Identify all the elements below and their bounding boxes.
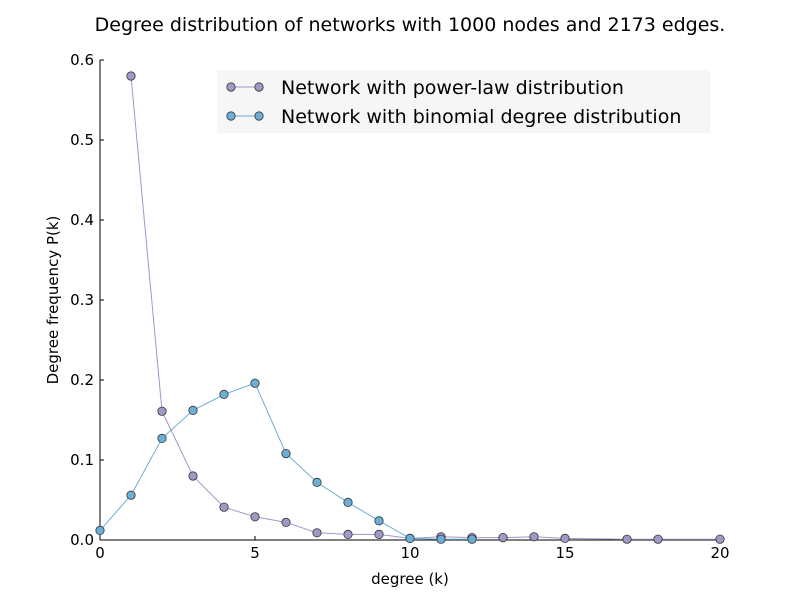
data-point	[250, 512, 260, 522]
x-axis-label: degree (k)	[371, 570, 449, 588]
series-line	[99, 382, 472, 540]
x-tick-label: 5	[250, 544, 260, 562]
legend-marker	[226, 82, 236, 92]
data-point	[436, 534, 446, 544]
series-1	[126, 71, 725, 544]
y-tick-label: 0.6	[70, 51, 94, 69]
y-tick-label: 0.4	[70, 211, 94, 229]
y-axis-label: Degree frequency P(k)	[44, 216, 62, 385]
data-point	[157, 433, 167, 443]
data-point	[219, 389, 229, 399]
data-point	[281, 517, 291, 528]
series-2	[95, 378, 477, 544]
legend-marker	[254, 82, 264, 92]
series-group	[95, 71, 725, 544]
data-point	[281, 448, 291, 459]
data-point	[467, 534, 477, 544]
data-point	[188, 405, 198, 415]
data-point	[126, 71, 136, 81]
y-ticks: 0.0 0.1 0.2 0.3 0.4 0.5 0.6	[70, 51, 104, 549]
data-point	[343, 497, 353, 507]
x-tick-label: 10	[400, 544, 419, 562]
series-line	[130, 75, 720, 540]
data-point	[312, 477, 322, 487]
data-point	[374, 529, 384, 540]
legend-marker	[254, 111, 264, 121]
legend-marker	[226, 111, 236, 121]
x-tick-label: 0	[95, 544, 105, 562]
x-tick-label: 20	[710, 544, 729, 562]
x-tick-label: 15	[555, 544, 574, 562]
data-point	[374, 516, 384, 526]
y-tick-label: 0.1	[70, 451, 94, 469]
data-point	[219, 502, 229, 512]
data-point	[498, 532, 508, 543]
x-ticks: 0 5 10 15 20	[95, 536, 730, 562]
data-point	[622, 534, 632, 544]
data-point	[560, 533, 570, 544]
y-tick-label: 0.3	[70, 291, 94, 309]
data-point	[343, 529, 353, 540]
data-point	[157, 406, 167, 416]
data-point	[405, 533, 415, 544]
chart-title: Degree distribution of networks with 100…	[95, 14, 726, 36]
legend-box	[217, 70, 710, 133]
data-point	[653, 534, 663, 544]
data-point	[529, 532, 539, 542]
legend: Network with power-law distribution Netwo…	[217, 70, 710, 133]
data-point	[715, 534, 725, 544]
data-point	[95, 525, 105, 536]
legend-label: Network with binomial degree distributio…	[281, 106, 681, 128]
data-point	[126, 490, 136, 500]
y-tick-label: 0.0	[70, 531, 94, 549]
data-point	[188, 471, 198, 481]
y-tick-label: 0.2	[70, 371, 94, 389]
legend-label: Network with power-law distribution	[281, 77, 624, 99]
data-point	[312, 528, 322, 538]
data-point	[250, 378, 260, 388]
y-tick-label: 0.5	[70, 131, 94, 149]
